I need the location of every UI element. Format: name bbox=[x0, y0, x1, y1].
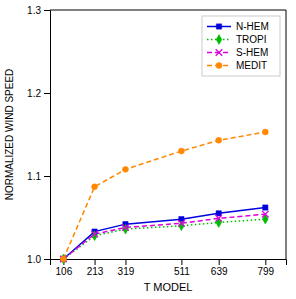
series-marker bbox=[61, 254, 67, 264]
x-axis-tick-label: 213 bbox=[87, 266, 104, 277]
x-axis-tick-mark bbox=[265, 259, 266, 265]
series-marker bbox=[215, 215, 222, 222]
series-marker bbox=[216, 137, 222, 143]
series-line bbox=[63, 219, 265, 259]
y-axis-tick-label: 1.2 bbox=[27, 88, 41, 99]
x-axis-domain bbox=[51, 260, 287, 266]
legend-marker bbox=[216, 35, 222, 45]
x-axis-tick-mark bbox=[219, 259, 220, 265]
y-axis-tick-mark bbox=[44, 93, 50, 94]
legend-marker bbox=[216, 24, 221, 29]
y-axis-title: NORMALIZED WIND SPEED bbox=[4, 69, 15, 201]
lines bbox=[63, 132, 265, 259]
y-axis-tick: 1.2 bbox=[27, 88, 50, 99]
legend-label: N-HEM bbox=[236, 21, 269, 32]
markers bbox=[60, 129, 268, 264]
x-axis-tick: 639 bbox=[211, 259, 228, 277]
legend: N-HEM TROPI S-HEM MEDIT bbox=[202, 16, 280, 76]
legend-item: S-HEM bbox=[207, 47, 268, 58]
series-marker bbox=[92, 184, 98, 190]
y-axis-tick: 1.0 bbox=[27, 254, 50, 265]
series-marker bbox=[123, 224, 129, 234]
y-axis: 1.0 1.1 1.2 1.3 bbox=[27, 5, 50, 265]
legend-label: MEDIT bbox=[236, 60, 267, 71]
legend-label: S-HEM bbox=[236, 47, 268, 58]
series-marker bbox=[178, 220, 185, 227]
x-axis-tick-label: 319 bbox=[118, 266, 135, 277]
x-axis-tick-label: 639 bbox=[211, 266, 228, 277]
x-axis-tick: 799 bbox=[257, 259, 274, 277]
x-axis-tick: 319 bbox=[118, 259, 135, 277]
x-axis-title: T MODEL bbox=[144, 281, 193, 293]
series-marker bbox=[60, 256, 67, 263]
plot: 106 213 319 511 639 799 1.0 1.1 1.2 1.3 N-HEM TROPI… bbox=[27, 5, 286, 277]
y-axis-tick-mark bbox=[44, 259, 50, 260]
y-axis-tick: 1.1 bbox=[27, 171, 50, 182]
y-axis-domain bbox=[44, 11, 51, 260]
chart-container: 106 213 319 511 639 799 1.0 1.1 1.2 1.3 N-HEM TROPI… bbox=[0, 0, 296, 299]
series-marker bbox=[216, 211, 221, 216]
series-marker bbox=[61, 256, 66, 261]
legend-marker bbox=[216, 63, 222, 69]
legend-item: N-HEM bbox=[207, 21, 269, 32]
series-line bbox=[63, 208, 265, 259]
y-axis-tick: 1.3 bbox=[27, 5, 50, 16]
legend-marker bbox=[216, 49, 223, 56]
series-marker bbox=[122, 166, 128, 172]
x-axis-tick-mark bbox=[125, 259, 126, 265]
legend-label: TROPI bbox=[236, 34, 267, 45]
axis-frame bbox=[286, 10, 287, 259]
series-marker bbox=[122, 224, 129, 231]
series-marker bbox=[262, 211, 269, 218]
series-marker bbox=[60, 256, 66, 262]
axis-frame bbox=[50, 10, 286, 11]
series-marker bbox=[178, 148, 184, 154]
series-marker bbox=[263, 205, 268, 210]
x-axis: 106 213 319 511 639 799 bbox=[51, 259, 287, 277]
legend-item: MEDIT bbox=[207, 60, 267, 71]
x-axis-tick: 213 bbox=[87, 259, 104, 277]
x-axis-tick-label: 799 bbox=[257, 266, 274, 277]
y-axis-tick-label: 1.0 bbox=[27, 254, 41, 265]
series-line bbox=[63, 214, 265, 259]
x-axis-tick-label: 106 bbox=[56, 266, 73, 277]
series-marker bbox=[179, 221, 185, 231]
x-axis-tick: 511 bbox=[174, 259, 190, 277]
series-marker bbox=[262, 129, 268, 135]
series-marker bbox=[91, 231, 98, 238]
series-marker bbox=[92, 231, 98, 241]
y-axis-tick-label: 1.1 bbox=[27, 171, 41, 182]
y-axis-tick-label: 1.3 bbox=[27, 5, 41, 16]
x-axis-tick-mark bbox=[95, 259, 96, 265]
y-axis-tick-mark bbox=[44, 176, 50, 177]
y-axis-tick-mark bbox=[44, 10, 50, 11]
legend-item: TROPI bbox=[207, 34, 267, 45]
legend-box bbox=[202, 16, 280, 76]
x-axis-tick-label: 511 bbox=[174, 266, 190, 277]
chart-svg: 106 213 319 511 639 799 1.0 1.1 1.2 1.3 N-HEM TROPI… bbox=[0, 0, 296, 299]
x-axis-tick-mark bbox=[181, 259, 182, 265]
series-line bbox=[63, 132, 265, 259]
